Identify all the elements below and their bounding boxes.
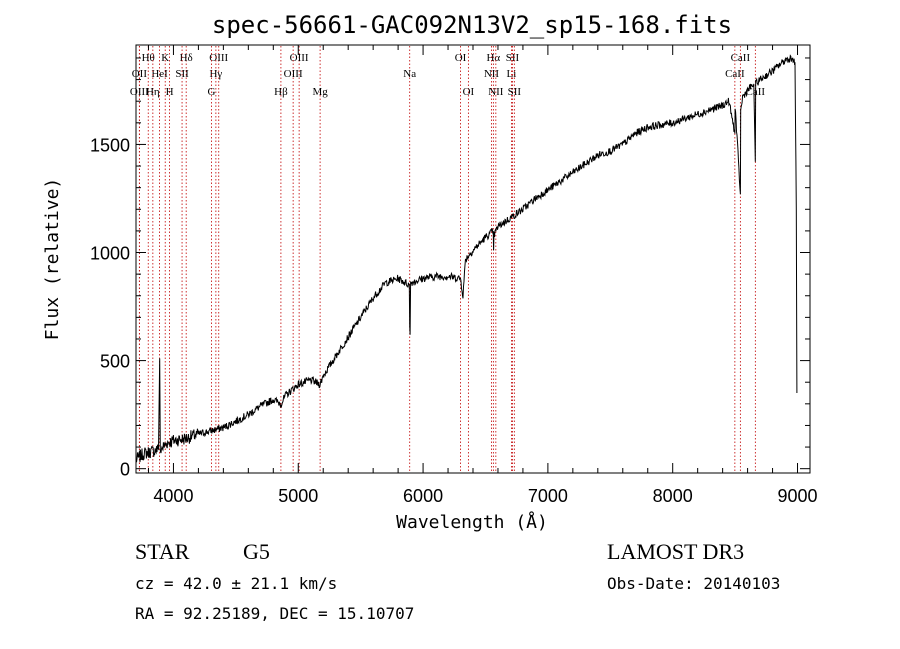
line-label: NII	[488, 86, 504, 98]
line-label: OIII	[290, 52, 309, 64]
line-label: K	[161, 52, 169, 64]
line-label: OIII	[209, 52, 228, 64]
line-label: Hα	[486, 52, 500, 64]
y-tick-label: 1500	[90, 135, 130, 155]
object-subclass: G5	[243, 539, 270, 564]
line-label: Mg	[312, 86, 328, 98]
line-label: Li	[507, 68, 517, 80]
axis-ticks: 4000 5000 6000 7000 8000 9000 0 500 1000 1500	[90, 45, 818, 506]
line-label: OIII	[130, 86, 149, 98]
line-label: G	[208, 86, 216, 98]
line-label: Hγ	[209, 68, 222, 80]
line-label: SII	[175, 68, 189, 80]
line-label: NII	[484, 68, 500, 80]
line-label: Hη	[146, 86, 160, 98]
x-tick-label: 9000	[777, 486, 817, 506]
x-tick-label: 5000	[278, 486, 318, 506]
x-tick-label: 8000	[653, 486, 693, 506]
y-tick-label: 0	[120, 460, 130, 480]
line-label: Hβ	[274, 86, 288, 98]
line-label: CaII	[731, 52, 751, 64]
line-label: HeI	[151, 68, 168, 80]
line-label: SII	[508, 86, 522, 98]
y-tick-label: 1000	[90, 244, 130, 264]
spectrum-line	[135, 54, 798, 463]
coordinates: RA = 92.25189, DEC = 15.10707	[135, 604, 415, 623]
observation-date: Obs-Date: 20140103	[607, 574, 781, 593]
line-label: OI	[455, 52, 467, 64]
line-label: OI	[463, 86, 475, 98]
object-type: STAR	[135, 539, 190, 564]
line-label: Na	[403, 68, 416, 80]
y-tick-label: 500	[100, 352, 130, 372]
line-label: H	[166, 86, 174, 98]
x-tick-label: 4000	[153, 486, 193, 506]
x-tick-label: 7000	[528, 486, 568, 506]
survey-name: LAMOST DR3	[607, 539, 745, 564]
line-label: CaII	[725, 68, 745, 80]
redshift-cz: cz = 42.0 ± 21.1 km/s	[135, 574, 338, 593]
line-label: OIII	[284, 68, 303, 80]
x-axis-label: Wavelength (Å)	[396, 511, 548, 533]
line-label: Hδ	[180, 52, 193, 64]
line-label: Hθ	[142, 52, 155, 64]
line-label: SII	[506, 52, 520, 64]
y-axis-label: Flux (relative)	[42, 178, 63, 341]
x-tick-label: 6000	[403, 486, 443, 506]
chart-title: spec-56661-GAC092N13V2_sp15-168.fits	[212, 11, 732, 39]
